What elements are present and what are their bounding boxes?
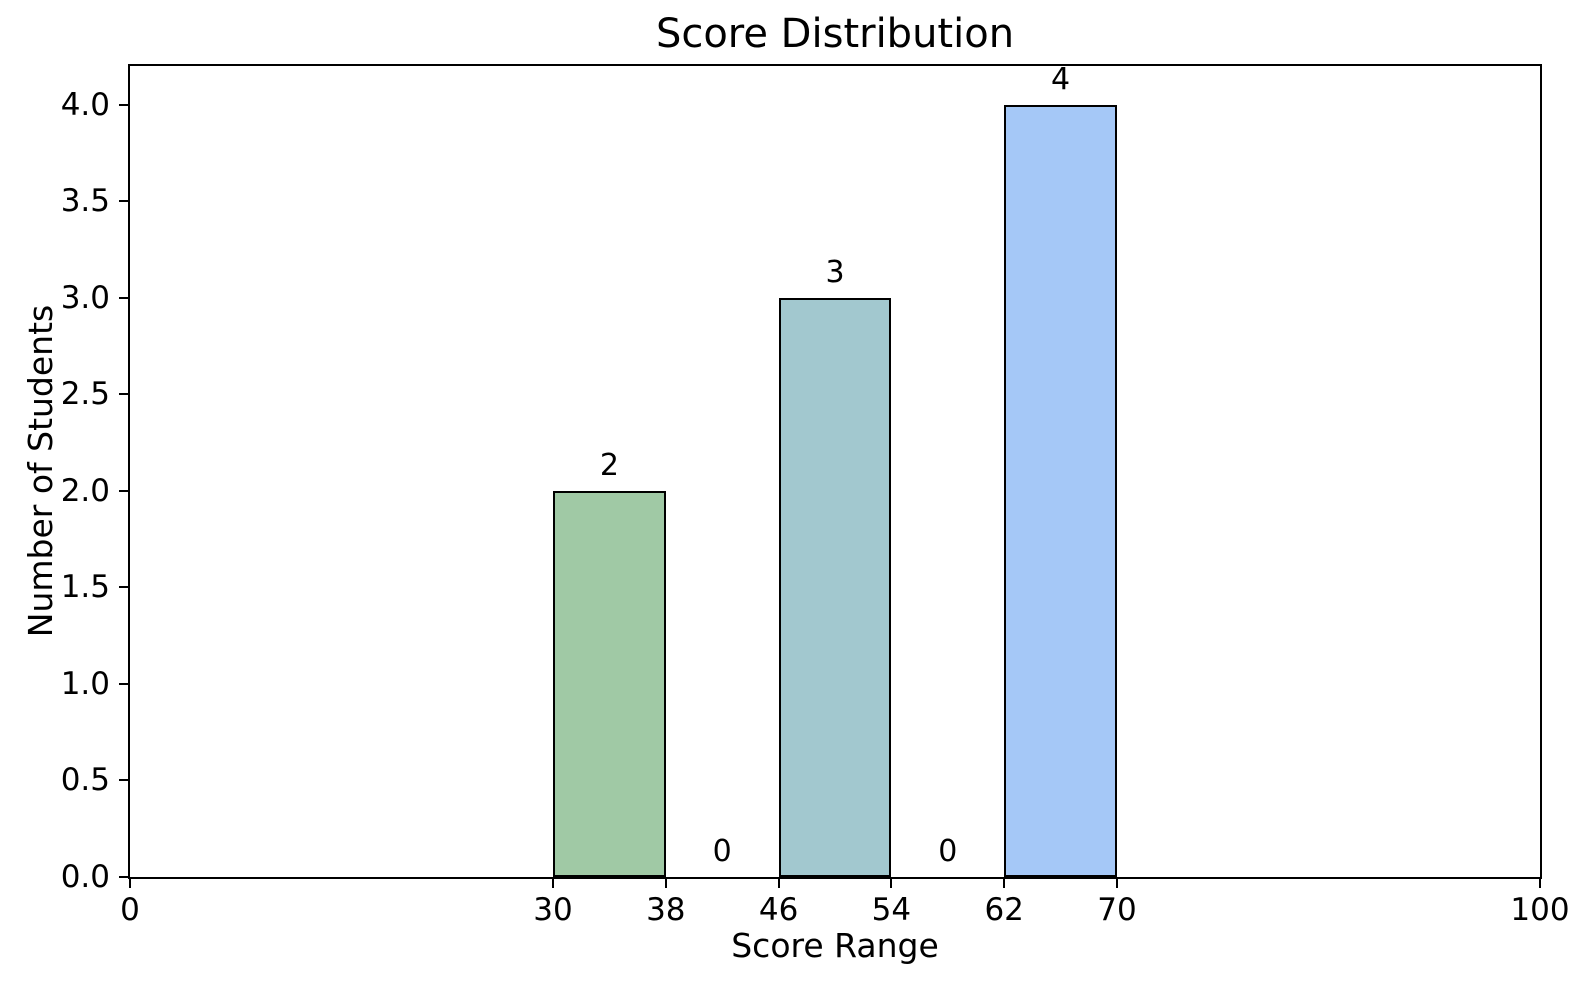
x-tick-label: 62 xyxy=(984,892,1024,928)
y-tick-label: 4.0 xyxy=(60,86,110,123)
y-tick-mark xyxy=(119,586,130,589)
x-tick-label: 100 xyxy=(1510,892,1570,928)
x-tick-label: 70 xyxy=(1097,892,1137,928)
y-tick-mark xyxy=(119,200,130,203)
bar-value-label: 0 xyxy=(938,834,958,869)
x-tick-mark xyxy=(129,877,131,888)
y-tick-mark xyxy=(119,393,130,396)
bar-value-label: 4 xyxy=(1051,61,1071,97)
bar-46-54 xyxy=(778,297,892,877)
bar-62-70 xyxy=(1004,104,1117,877)
x-tick-label: 0 xyxy=(120,892,140,928)
bar-value-label: 3 xyxy=(825,254,845,290)
y-tick-label: 0.0 xyxy=(60,859,110,895)
y-tick-label: 3.0 xyxy=(60,279,110,316)
y-tick-mark xyxy=(119,876,130,878)
y-tick-mark xyxy=(119,103,130,106)
plot-area: 2 0 3 0 4 0 30 38 46 54 62 70 100 0.0 0.5 1.0 1.5 2.0 2.5 3… xyxy=(61,61,1570,928)
y-tick-label: 2.0 xyxy=(60,472,110,509)
y-tick-label: 3.5 xyxy=(60,183,110,220)
y-tick-mark xyxy=(119,779,130,782)
x-tick-mark xyxy=(890,877,893,888)
x-tick-mark xyxy=(1116,877,1118,888)
x-tick-mark xyxy=(1003,877,1006,888)
x-tick-label: 30 xyxy=(533,892,573,928)
y-tick-mark xyxy=(119,296,130,299)
x-tick-mark xyxy=(1539,877,1541,888)
y-tick-label: 1.0 xyxy=(60,665,110,702)
x-tick-label: 46 xyxy=(758,892,799,928)
bar-30-38 xyxy=(553,490,666,877)
bar-value-label: 0 xyxy=(712,834,732,869)
x-axis-label: Score Range xyxy=(731,926,939,965)
y-axis-label: Number of Students xyxy=(21,304,61,638)
y-tick-label: 1.5 xyxy=(60,569,110,606)
y-tick-label: 2.5 xyxy=(60,376,110,413)
x-tick-mark xyxy=(777,877,780,888)
x-tick-label: 38 xyxy=(646,892,686,928)
y-tick-mark xyxy=(119,489,130,492)
bar-value-label: 2 xyxy=(599,447,619,483)
y-tick-mark xyxy=(119,682,130,685)
y-tick-label: 0.5 xyxy=(60,762,110,799)
x-tick-label: 54 xyxy=(871,892,912,928)
x-tick-mark xyxy=(552,877,554,888)
x-tick-mark xyxy=(664,877,667,888)
chart-title: Score Distribution xyxy=(655,11,1015,57)
